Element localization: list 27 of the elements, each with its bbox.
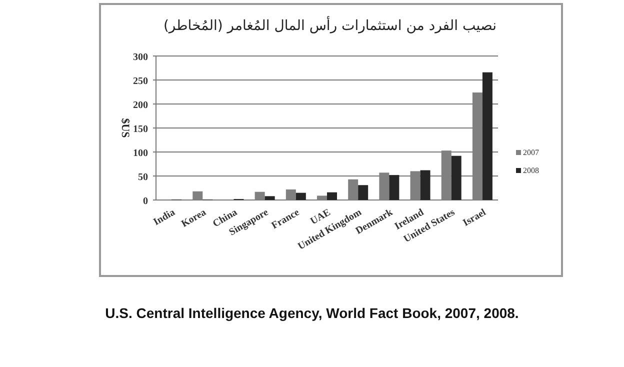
- bar: [317, 196, 327, 200]
- y-tick-label: 100: [133, 148, 148, 159]
- bar: [389, 175, 400, 200]
- x-tick-label: Korea: [180, 207, 208, 230]
- bar: [286, 189, 296, 200]
- text: U.S. Central Intelligence Agency, World Fact Book, 2007, 2008.: [105, 305, 519, 321]
- bar: [327, 192, 337, 200]
- x-tick-label: India: [152, 207, 178, 228]
- legend-label: 2008: [523, 166, 539, 175]
- y-axis-title: $US: [119, 118, 131, 138]
- y-tick-label: 250: [133, 76, 148, 87]
- bar: [192, 191, 203, 200]
- y-tick-label: 0: [143, 196, 148, 207]
- bar: [264, 196, 275, 200]
- bar: [420, 170, 430, 200]
- y-tick-label: 50: [138, 172, 148, 183]
- legend-label: 2007: [523, 148, 539, 157]
- y-tick-label: 200: [133, 100, 148, 111]
- bar: [482, 72, 492, 200]
- bar: [451, 156, 462, 200]
- y-tick-label: 300: [133, 52, 148, 63]
- chart-title: نصيب الفرد من استثمارات رأس المال المُغامر (المُخاطر): [163, 16, 497, 34]
- bar: [296, 192, 306, 200]
- bar: [358, 185, 368, 200]
- bar: [348, 179, 358, 200]
- bar: [254, 192, 265, 200]
- y-tick-label: 150: [133, 124, 148, 135]
